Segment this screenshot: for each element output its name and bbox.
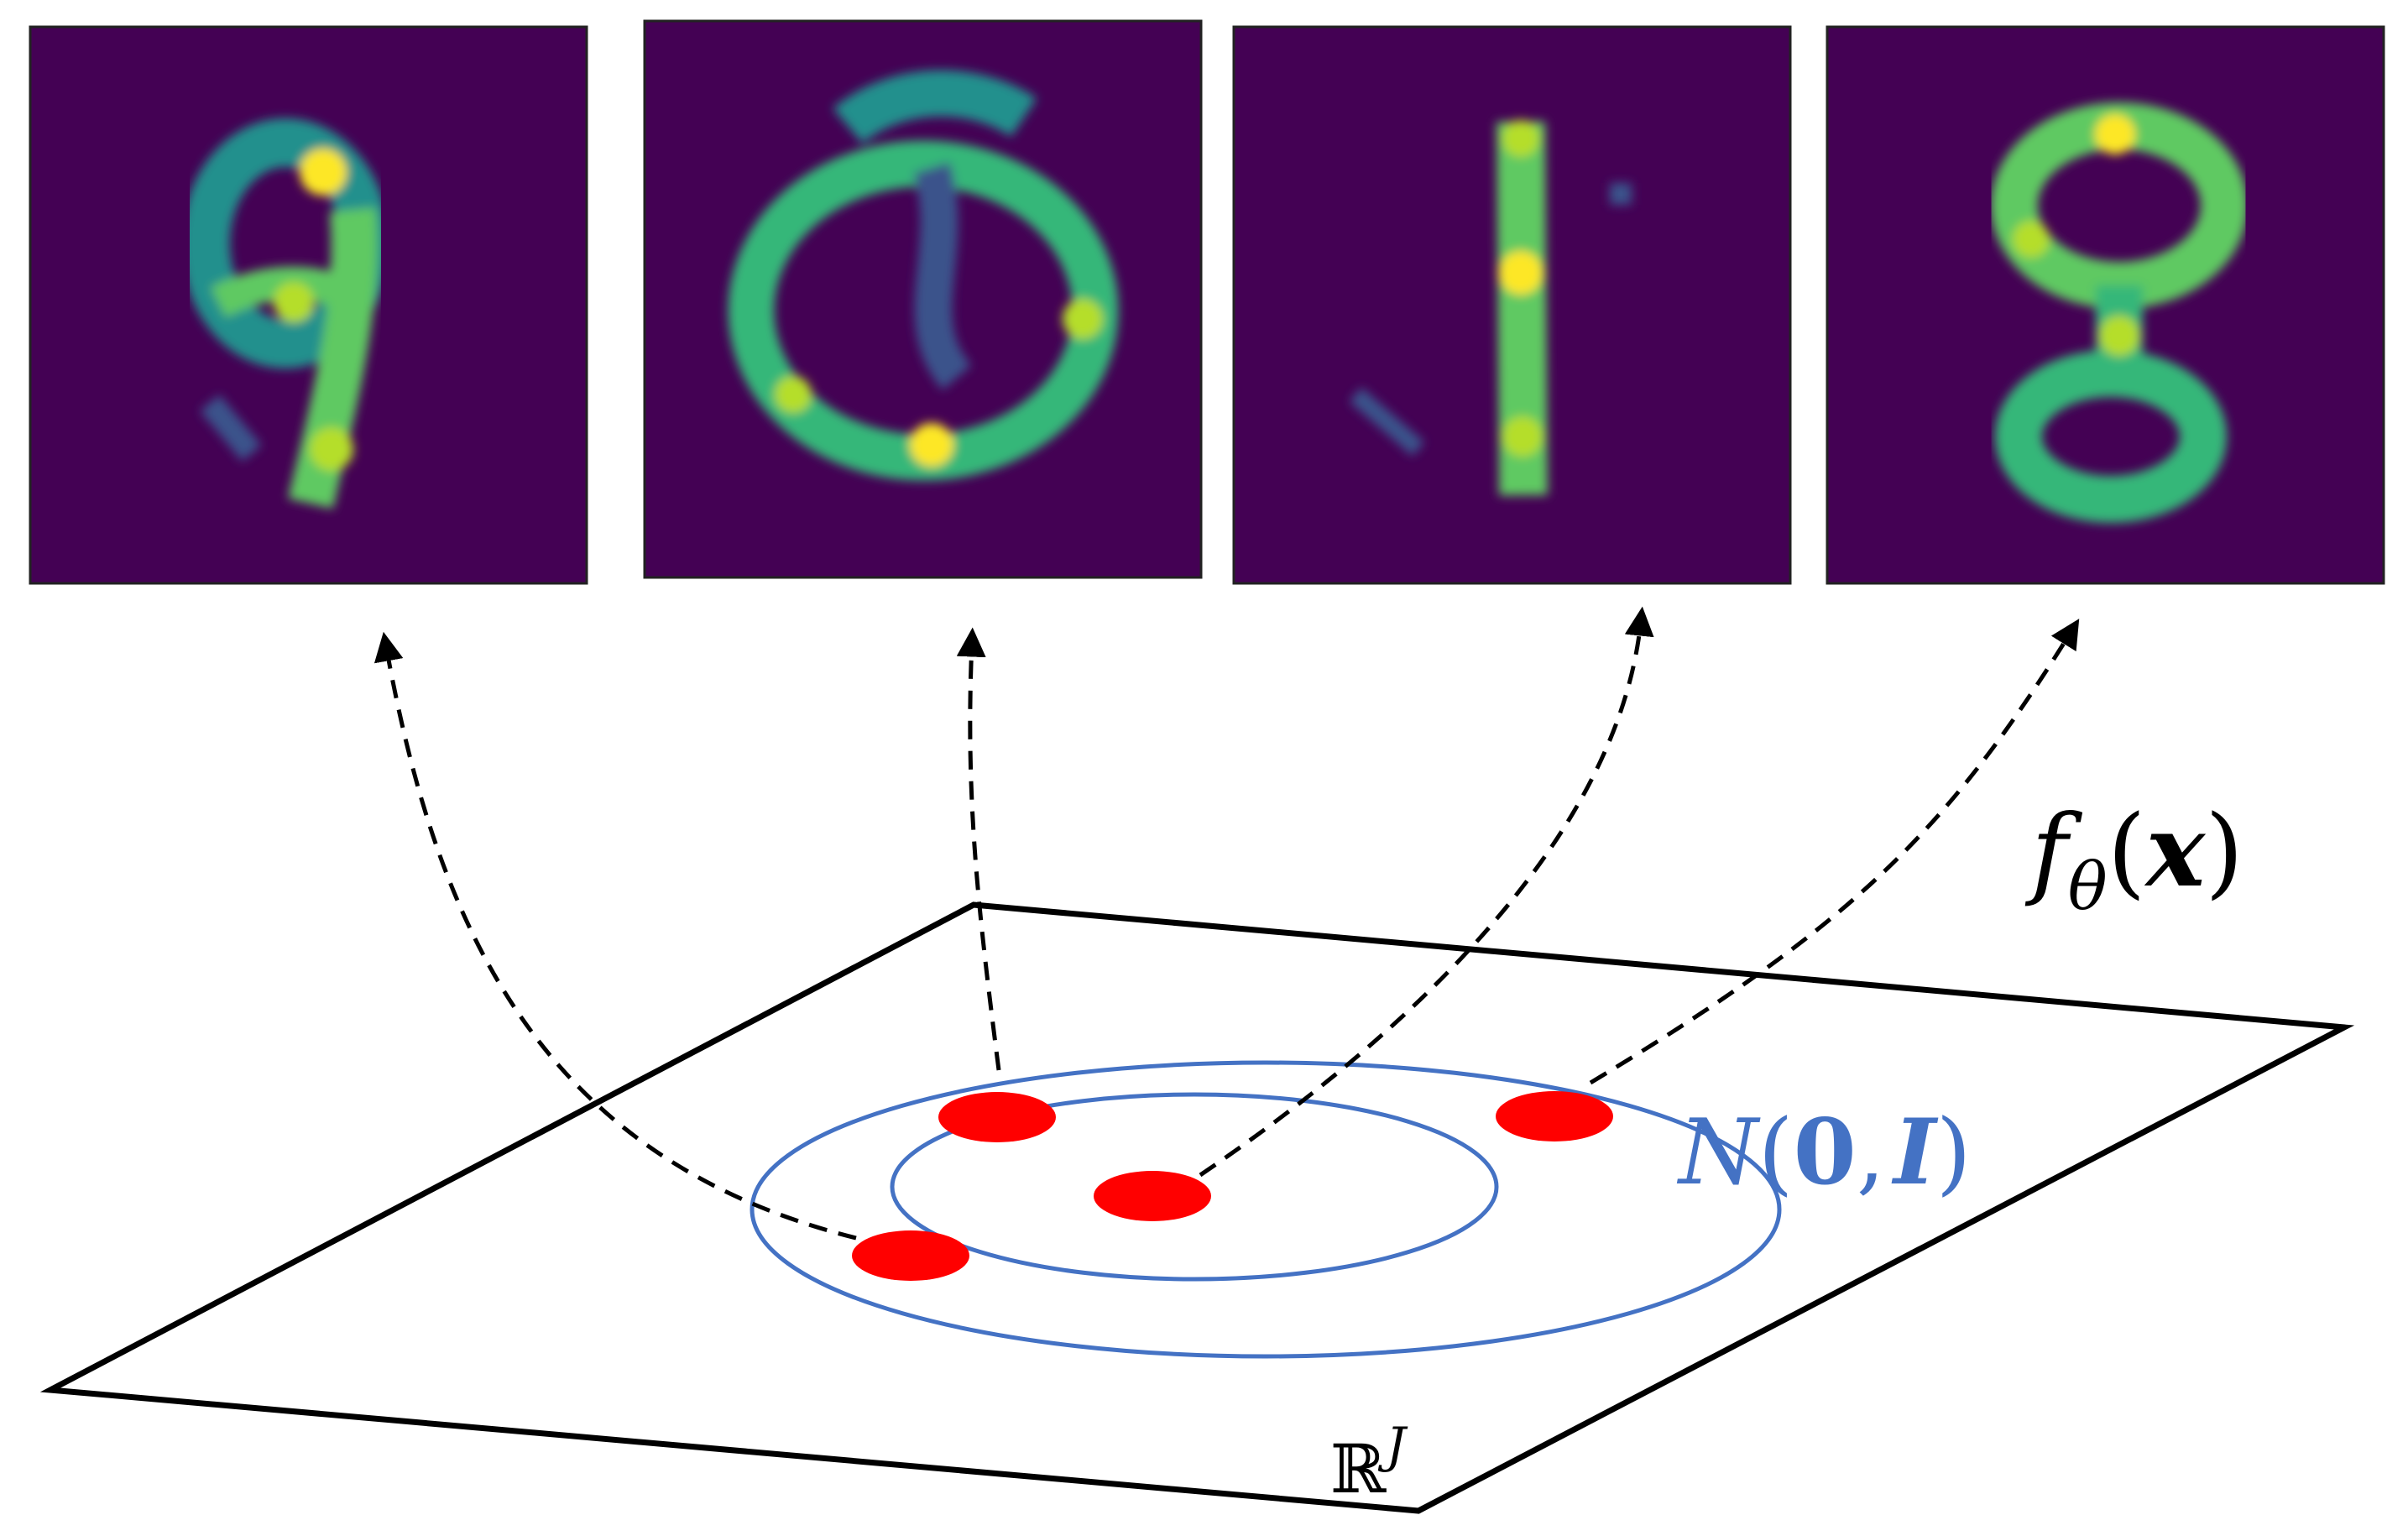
sample-image-8 (1826, 25, 2385, 585)
latent-sample-point (1094, 1171, 1211, 1221)
mapping-function-label: fθ(x) (2024, 792, 2243, 925)
arrow-to-0 (956, 627, 1001, 1071)
digit-9-stroke (181, 118, 389, 509)
arrow-to-9 (373, 631, 857, 1241)
arrow-to-1 (1199, 606, 1654, 1178)
inner-contour (890, 1092, 1499, 1282)
digit-8-stroke (1991, 102, 2248, 523)
arrow-to-8 (1589, 619, 2080, 1085)
sample-image-1 (1232, 25, 1792, 585)
digit-1-stroke (1349, 120, 1632, 496)
latent-sample-point (938, 1092, 1056, 1142)
latent-sample-point (852, 1230, 969, 1281)
outer-contour (750, 1060, 1782, 1359)
latent-sample-point (1496, 1091, 1613, 1141)
digit-0-stroke (728, 70, 1119, 481)
sample-image-0 (643, 19, 1203, 579)
sample-image-9 (29, 25, 588, 585)
gaussian-distribution-label: N(0,I) (1676, 1100, 1972, 1205)
